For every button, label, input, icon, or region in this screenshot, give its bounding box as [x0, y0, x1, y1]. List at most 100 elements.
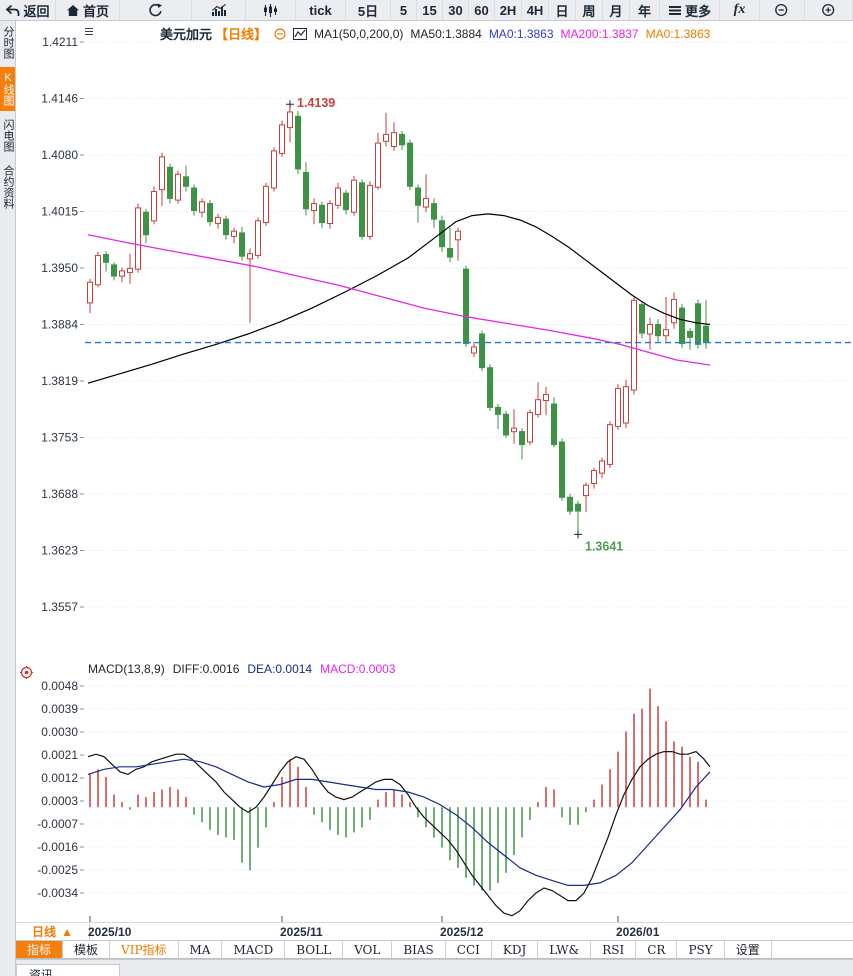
- candle-body: [319, 204, 325, 224]
- mini-chart-icon[interactable]: [293, 27, 308, 40]
- toolbar-bar-chart-view[interactable]: [192, 0, 246, 20]
- tab-BOLL[interactable]: BOLL: [285, 941, 344, 958]
- toolbar-candlestick-view[interactable]: [246, 0, 296, 20]
- macd-axis-label: -0.0025: [37, 863, 78, 877]
- toolbar-fx-indicator[interactable]: fx: [720, 0, 760, 20]
- candle-body: [199, 201, 205, 213]
- sidebar-item-K线图[interactable]: K线图: [0, 67, 15, 111]
- tab-CR[interactable]: CR: [636, 941, 678, 958]
- tab-VOL[interactable]: VOL: [343, 941, 393, 958]
- toolbar-back[interactable]: 返回: [0, 0, 56, 20]
- toolbar-period-2h[interactable]: 2H: [495, 0, 522, 20]
- toolbar-period-5d[interactable]: 5日: [346, 0, 391, 20]
- candle-body: [215, 216, 221, 224]
- candle-body: [287, 111, 293, 129]
- candle-body: [143, 211, 149, 236]
- candle-body: [423, 197, 429, 208]
- candle-body: [351, 179, 357, 213]
- candle-body: [247, 253, 253, 260]
- toolbar-period-5[interactable]: 5: [391, 0, 417, 20]
- toolbar-period-2h-label: 2H: [499, 2, 517, 18]
- toolbar-period-day[interactable]: 日: [549, 0, 576, 20]
- candle-body: [311, 203, 317, 212]
- sidebar-item-分时图[interactable]: 分时图: [2, 26, 14, 59]
- plot-settings-icon[interactable]: [85, 28, 93, 37]
- candle-body: [679, 307, 685, 345]
- tab-MA[interactable]: MA: [179, 941, 223, 958]
- sidebar-item-闪电图[interactable]: 闪电图: [2, 119, 14, 152]
- candle-body: [463, 268, 469, 345]
- toolbar-period-60[interactable]: 60: [469, 0, 495, 20]
- candle-body: [559, 441, 565, 498]
- toolbar-home[interactable]: 首页: [56, 0, 120, 20]
- toolbar-more[interactable]: 更多: [660, 0, 720, 20]
- tab-设置[interactable]: 设置: [725, 941, 772, 958]
- macd-axis-label: 0.0003: [41, 794, 78, 808]
- tab-RSI[interactable]: RSI: [591, 941, 637, 958]
- toolbar-period-month[interactable]: 月: [603, 0, 630, 20]
- sidebar-item-合约资料[interactable]: 合约资料: [2, 165, 14, 209]
- toolbar-period-week[interactable]: 周: [576, 0, 603, 20]
- candle-body: [415, 187, 421, 206]
- low-cross-marker: [574, 530, 582, 539]
- toolbar-period-4h[interactable]: 4H: [522, 0, 549, 20]
- tab-LW&[interactable]: LW&: [538, 941, 592, 958]
- tab-MACD[interactable]: MACD: [222, 941, 286, 958]
- tab-CCI[interactable]: CCI: [446, 941, 492, 958]
- candle-body: [367, 184, 373, 237]
- candle-body: [127, 267, 133, 274]
- x-axis-month-label: 2025/12: [440, 925, 484, 939]
- candle-body: [231, 230, 237, 237]
- candle-body: [359, 182, 365, 237]
- macd-dea-line: [87, 758, 711, 887]
- candle-body: [271, 150, 277, 189]
- tab-模板[interactable]: 模板: [63, 941, 111, 958]
- candle-body: [535, 399, 541, 415]
- candle-body: [671, 298, 677, 324]
- back-arrow-icon: [5, 4, 20, 17]
- candle-body: [223, 218, 229, 236]
- candle-body: [175, 173, 181, 201]
- candle-body: [135, 207, 141, 270]
- toolbar-zoom-out[interactable]: [760, 0, 805, 20]
- candle-body: [447, 248, 453, 258]
- candle-body: [663, 329, 669, 337]
- candle-body: [383, 133, 389, 142]
- toolbar-period-15[interactable]: 15: [417, 0, 443, 20]
- toolbar-period-30[interactable]: 30: [443, 0, 469, 20]
- candle-body: [407, 142, 413, 187]
- tab-KDJ[interactable]: KDJ: [492, 941, 539, 958]
- ma50-value: MA50:1.3884: [410, 26, 482, 41]
- tab-BIAS[interactable]: BIAS: [392, 941, 446, 958]
- high-price-annotation: 1.4139: [297, 96, 335, 110]
- toolbar-fx-indicator-label: fx: [733, 2, 746, 17]
- candle-body: [111, 264, 117, 277]
- macd-axis-label: 0.0030: [41, 725, 78, 739]
- candles-layer: [87, 104, 709, 535]
- candle-body: [527, 412, 533, 443]
- tab-news[interactable]: 资讯: [16, 964, 120, 976]
- chart-header: 美元加元 【日线】 MA1(50,0,200,0) MA50:1.3884 MA…: [160, 24, 710, 43]
- macd-axis-label: -0.0007: [37, 817, 78, 831]
- macd-dea-value: DEA:0.0014: [247, 662, 313, 676]
- toolbar-period-60-label: 60: [474, 2, 489, 18]
- toolbar-zoom-in[interactable]: [805, 0, 853, 20]
- period-selector[interactable]: 日线 ▲: [16, 923, 90, 941]
- price-axis-label: 1.3623: [41, 544, 78, 558]
- toolbar-period-year[interactable]: 年: [630, 0, 660, 20]
- tab-指标[interactable]: 指标: [16, 941, 64, 958]
- candlestick-icon: [263, 3, 278, 17]
- hide-indicator-icon[interactable]: [274, 27, 286, 40]
- toolbar-back-label: 返回: [23, 3, 50, 19]
- indicator-target-icon[interactable]: [20, 666, 33, 684]
- tab-VIP指标[interactable]: VIP指标: [110, 941, 179, 958]
- candle-body: [191, 187, 197, 211]
- tab-PSY[interactable]: PSY: [677, 941, 725, 958]
- candle-body: [295, 115, 301, 170]
- low-price-annotation: 1.3641: [585, 539, 623, 553]
- toolbar-refresh[interactable]: [120, 0, 192, 20]
- toolbar-period-tick[interactable]: tick: [296, 0, 346, 20]
- macd-axis-label: 0.0048: [41, 679, 78, 693]
- bottom-strip: 资讯: [0, 959, 853, 976]
